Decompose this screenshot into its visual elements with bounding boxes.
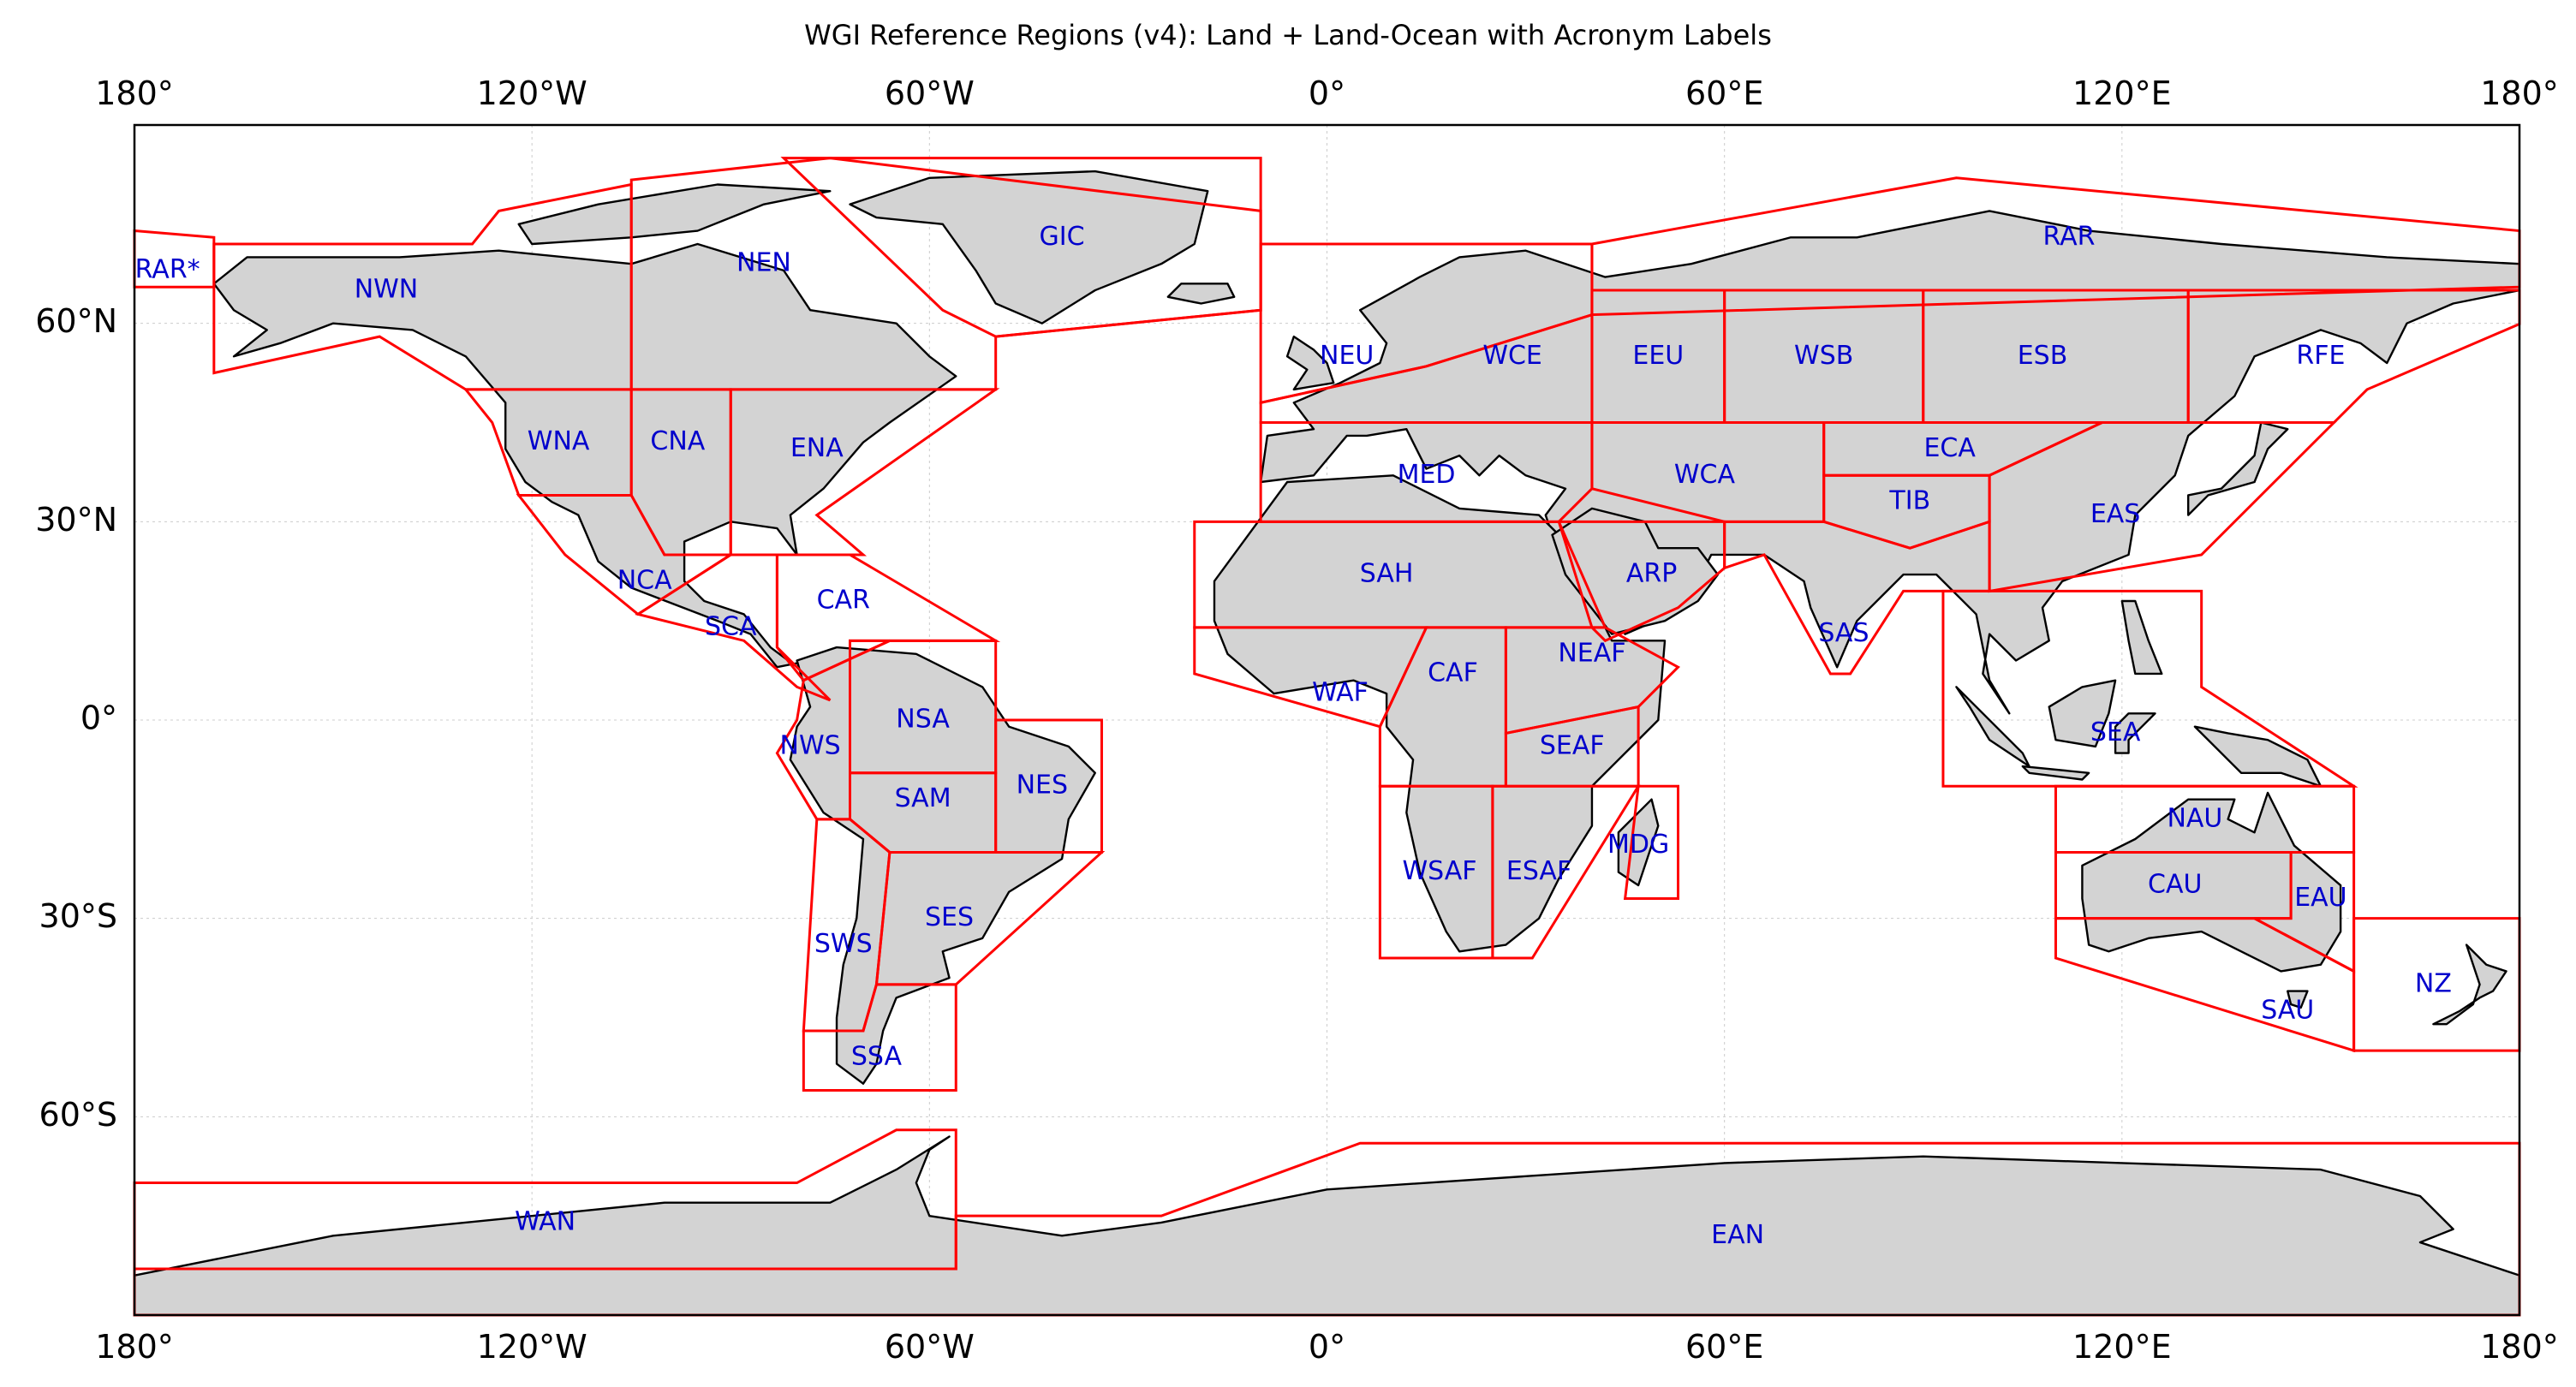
land-iceland xyxy=(1166,283,1236,305)
region-label-wsb: WSB xyxy=(1794,341,1853,371)
region-label-sws: SWS xyxy=(814,929,873,959)
region-label-waf: WAF xyxy=(1312,678,1368,708)
region-label-gic: GIC xyxy=(1040,222,1085,252)
lon-tick-top-2: 60°W xyxy=(885,74,975,112)
lon-tick-bottom-3: 0° xyxy=(1309,1328,1345,1366)
region-label-wsaf: WSAF xyxy=(1402,856,1476,886)
region-label-eca: ECA xyxy=(1923,433,1976,463)
region-label-esb: ESB xyxy=(2018,341,2068,371)
region-label-esaf: ESAF xyxy=(1506,856,1571,886)
lat-tick-3: 30°S xyxy=(39,897,117,935)
region-label-nca: NCA xyxy=(617,565,672,595)
land-south-america xyxy=(789,646,1096,1085)
land-new-zealand xyxy=(2432,944,2507,1026)
region-label-nen: NEN xyxy=(736,248,791,278)
land-uk xyxy=(1285,335,1335,391)
region-label-sam: SAM xyxy=(895,783,951,813)
land-philippines xyxy=(2120,599,2163,676)
region-label-ses: SES xyxy=(925,902,974,932)
region-label-wce: WCE xyxy=(1482,341,1542,371)
lon-tick-bottom-5: 120°E xyxy=(2072,1328,2172,1366)
land-borneo xyxy=(2048,679,2117,748)
region-label-sca: SCA xyxy=(705,611,757,641)
region-label-sas: SAS xyxy=(1818,618,1869,648)
region-label-rfe: RFE xyxy=(2296,341,2345,371)
lon-tick-top-6: 180° xyxy=(2480,74,2559,112)
region-label-tib: TIB xyxy=(1888,486,1930,516)
region-outline-ssa xyxy=(802,983,957,1092)
region-label-nes: NES xyxy=(1017,771,1068,801)
map-frame xyxy=(133,123,2521,1317)
region-label-ssa: SSA xyxy=(851,1041,903,1071)
region-label-nws: NWS xyxy=(780,730,841,760)
land-indonesia-1 xyxy=(1955,686,2030,768)
lon-tick-bottom-2: 60°W xyxy=(885,1328,975,1366)
region-label-eau: EAU xyxy=(2294,883,2346,913)
lon-tick-top-0: 180° xyxy=(95,74,174,112)
region-outline-mdg xyxy=(1623,784,1680,900)
region-outline-sas xyxy=(1723,520,1991,676)
lon-tick-bottom-0: 180° xyxy=(95,1328,174,1366)
region-label-ean: EAN xyxy=(1711,1220,1764,1250)
region-label-mdg: MDG xyxy=(1607,830,1669,860)
lon-tick-top-4: 60°E xyxy=(1685,74,1763,112)
map-title: WGI Reference Regions (v4): Land + Land-… xyxy=(804,19,1772,51)
region-label-eas: EAS xyxy=(2090,499,2141,529)
lat-tick-2: 0° xyxy=(80,699,117,737)
land-australia xyxy=(2081,791,2342,973)
region-label-rar: RAR xyxy=(2042,222,2095,252)
lon-tick-top-1: 120°W xyxy=(477,74,587,112)
lon-tick-top-3: 0° xyxy=(1309,74,1345,112)
region-label-nau: NAU xyxy=(2167,803,2222,833)
region-label-car: CAR xyxy=(817,586,870,616)
region-outline-med xyxy=(1259,421,1594,523)
lat-tick-1: 30°N xyxy=(35,501,117,539)
region-outline-neaf xyxy=(1504,626,1680,735)
region-label-med: MED xyxy=(1398,460,1456,490)
region-label-eeu: EEU xyxy=(1632,341,1684,371)
region-label-sau: SAU xyxy=(2261,995,2314,1025)
land-indonesia-2 xyxy=(2021,765,2090,781)
region-label-wna: WNA xyxy=(528,426,590,456)
region-outline-sea xyxy=(1941,589,2358,788)
region-label-nsa: NSA xyxy=(896,705,950,735)
land-africa xyxy=(1213,474,1667,953)
land-arctic-islands xyxy=(517,183,832,246)
land-tasmania xyxy=(2287,990,2309,1009)
region-label-neu: NEU xyxy=(1320,341,1374,371)
region-label-neaf: NEAF xyxy=(1558,638,1625,668)
region-label-cau: CAU xyxy=(2148,870,2202,900)
land-north-america xyxy=(212,242,957,669)
lat-tick-4: 60°S xyxy=(39,1096,117,1134)
region-label-wan: WAN xyxy=(515,1206,575,1236)
land-sulawesi xyxy=(2114,712,2156,754)
region-label-ena: ENA xyxy=(790,433,844,463)
region-outline-esaf xyxy=(1491,784,1641,960)
axis-tick-labels: 180° 180° 120°W 120°W 60°W 60°W 0° 0° 60°E 60°E 12… xyxy=(35,74,2559,1366)
region-outline-ena xyxy=(729,388,1000,557)
region-label-sea: SEA xyxy=(2090,717,2141,747)
region-label-nz: NZ xyxy=(2415,968,2452,998)
land-japan xyxy=(2186,421,2289,516)
lon-tick-bottom-6: 180° xyxy=(2480,1328,2559,1366)
region-outline-gic xyxy=(780,157,1262,338)
region-label-rarstar: RAR* xyxy=(135,254,200,284)
land-antarctica xyxy=(133,1135,2521,1317)
region-outline-sca xyxy=(635,553,832,702)
land-greenland xyxy=(849,170,1209,324)
lon-tick-top-5: 120°E xyxy=(2072,74,2172,112)
lat-tick-0: 60°N xyxy=(35,302,117,340)
region-label-wca: WCA xyxy=(1674,460,1736,490)
region-label-nwn: NWN xyxy=(355,275,419,305)
region-labels: RAR* NWN NEN GIC WNA CNA ENA NCA SCA CAR NWS NSA NES… xyxy=(135,222,2452,1250)
region-label-cna: CNA xyxy=(650,426,705,456)
region-label-sah: SAH xyxy=(1360,559,1414,589)
land-new-guinea xyxy=(2193,725,2323,788)
lon-tick-bottom-4: 60°E xyxy=(1685,1328,1763,1366)
region-label-arp: ARP xyxy=(1626,559,1677,589)
region-label-caf: CAF xyxy=(1428,658,1478,688)
lon-tick-bottom-1: 120°W xyxy=(477,1328,587,1366)
region-label-seaf: SEAF xyxy=(1540,730,1605,760)
